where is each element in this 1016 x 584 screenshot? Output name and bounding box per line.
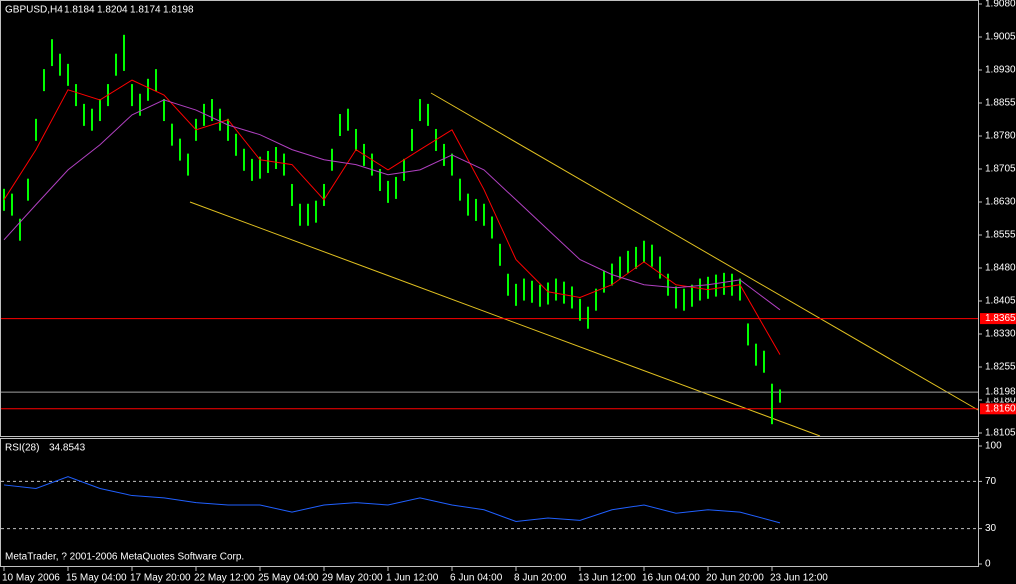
x-tick-label: 16 Jun 04:00 <box>642 573 700 584</box>
last-high: 1.8204 <box>97 5 128 16</box>
channel-upper <box>430 92 979 411</box>
y-tick-label: 1.8180 <box>985 395 1016 406</box>
x-tick-label: 1 Jun 12:00 <box>386 573 439 584</box>
y-tick-label: 100 <box>985 441 1002 452</box>
rsi-line <box>3 476 781 524</box>
y-tick-label: 1.8855 <box>985 98 1016 109</box>
y-tick-label: 1.9080 <box>985 0 1016 10</box>
y-tick-label: 1.8255 <box>985 362 1016 373</box>
x-tick-label: 10 May 2006 <box>2 573 60 584</box>
rsi-title: RSI(28) <box>5 443 39 454</box>
level-label-box <box>980 403 1016 415</box>
y-tick-label: 70 <box>985 476 997 487</box>
y-tick-label: 1.8555 <box>985 230 1016 241</box>
x-tick-label: 20 Jun 20:00 <box>706 573 764 584</box>
level-label: 1.8198 <box>985 387 1016 398</box>
level-label-box <box>980 313 1016 325</box>
x-tick-label: 8 Jun 20:00 <box>514 573 567 584</box>
x-tick-label: 6 Jun 04:00 <box>450 573 503 584</box>
x-tick-label: 17 May 20:00 <box>130 573 191 584</box>
y-tick-label: 1.8330 <box>985 329 1016 340</box>
last-close: 1.8198 <box>163 5 194 16</box>
moving-average <box>3 79 781 355</box>
y-tick-label: 1.8705 <box>985 164 1016 175</box>
symbol-title: GBPUSD,H4 <box>5 5 63 16</box>
x-tick-label: 22 May 12:00 <box>194 573 255 584</box>
y-tick-label: 1.8780 <box>985 131 1016 142</box>
rsi-current: 34.8543 <box>49 443 86 454</box>
copyright: MetaTrader, ? 2001-2006 MetaQuotes Softw… <box>5 552 244 563</box>
y-tick-label: 1.8630 <box>985 197 1016 208</box>
last-low: 1.8174 <box>130 5 161 16</box>
rsi-panel <box>0 438 979 567</box>
moving-average <box>3 99 781 311</box>
y-tick-label: 0 <box>985 559 991 570</box>
y-tick-label: 1.8480 <box>985 263 1016 274</box>
x-tick-label: 15 May 04:00 <box>66 573 127 584</box>
y-tick-label: 1.9005 <box>985 32 1016 43</box>
y-tick-label: 30 <box>985 523 997 534</box>
y-tick-label: 1.8105 <box>985 428 1016 439</box>
x-tick-label: 25 May 04:00 <box>258 573 319 584</box>
y-tick-label: 1.8405 <box>985 296 1016 307</box>
x-tick-label: 23 Jun 12:00 <box>770 573 828 584</box>
last-open: 1.8184 <box>64 5 95 16</box>
level-label: 1.8365 <box>985 313 1016 324</box>
x-tick-label: 29 May 20:00 <box>322 573 383 584</box>
x-tick-label: 13 Jun 12:00 <box>578 573 636 584</box>
level-label-box <box>980 386 1016 398</box>
price-panel <box>0 0 979 437</box>
level-label: 1.8160 <box>985 403 1016 414</box>
y-tick-label: 1.8930 <box>985 65 1016 76</box>
